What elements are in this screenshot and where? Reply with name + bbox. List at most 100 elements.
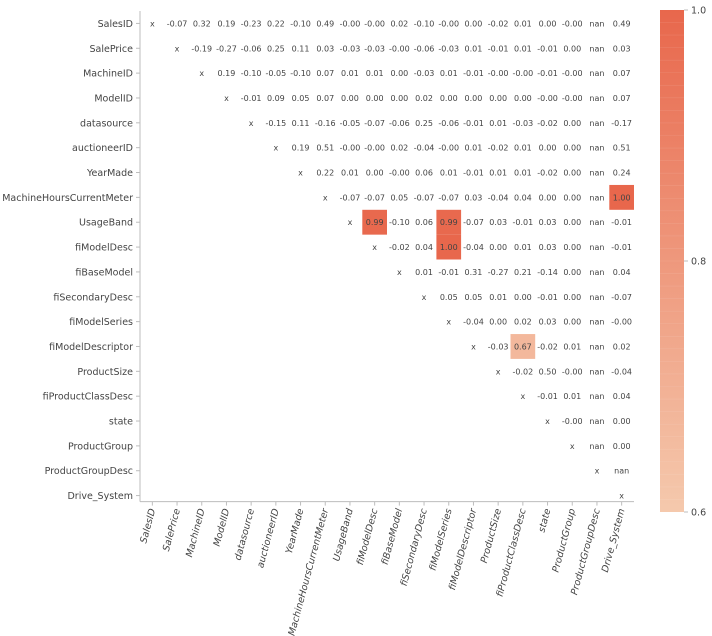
heatmap-cell-value: -0.02 [512, 367, 533, 376]
heatmap-cell [510, 334, 536, 359]
heatmap-cell-value: 0.01 [563, 342, 581, 351]
heatmap-cell-value: -0.01 [611, 243, 632, 252]
heatmap-cell-value: -0.07 [414, 193, 435, 202]
heatmap-cell-value: x [323, 193, 328, 202]
heatmap-cell-value: 0.00 [613, 442, 631, 451]
x-tick-label: MachineID [184, 508, 208, 559]
heatmap-cell-value: 0.04 [613, 268, 631, 277]
heatmap-cell-value: -0.01 [463, 69, 484, 78]
x-tick-label: fiModelSeries [427, 507, 454, 572]
heatmap-cell-value: -0.00 [389, 169, 410, 178]
heatmap-cell-value: 0.49 [316, 19, 334, 28]
heatmap-cell-value: 0.00 [390, 94, 408, 103]
heatmap-cell-value: 0.03 [465, 193, 483, 202]
heatmap-cell-value: -0.19 [191, 44, 212, 53]
heatmap-cells [362, 184, 634, 359]
y-tick-label: ProductGroupDesc [45, 466, 133, 477]
heatmap-cell-value: -0.00 [438, 19, 459, 28]
heatmap-cell-value: -0.00 [562, 94, 583, 103]
heatmap-cell-value: -0.00 [562, 367, 583, 376]
heatmap-cell-value: 0.99 [366, 218, 384, 227]
heatmap-cell-value: x [570, 442, 575, 451]
heatmap-cell-value: 0.00 [440, 94, 458, 103]
y-tick-label: fiProductClassDesc [43, 392, 133, 403]
heatmap-cell-value: -0.05 [265, 69, 286, 78]
heatmap-cell-value: 0.00 [563, 243, 581, 252]
heatmap-cell-value: nan [589, 342, 604, 351]
heatmap-cell-value: 0.01 [440, 169, 458, 178]
y-tick-label: MachineID [83, 69, 133, 80]
x-tick-label: ModelID [212, 508, 233, 548]
heatmap-cell-value: 0.00 [539, 193, 557, 202]
heatmap-cell-value: -0.01 [611, 218, 632, 227]
heatmap-cell-value: 0.00 [563, 144, 581, 153]
heatmap-cell-value: 0.00 [539, 19, 557, 28]
heatmap-cell-value: -0.04 [611, 367, 632, 376]
heatmap-cell-value: nan [589, 19, 604, 28]
heatmap-cell-value: -0.02 [537, 169, 558, 178]
heatmap-cell-value: -0.16 [315, 119, 336, 128]
heatmap-cell-value: -0.07 [611, 293, 632, 302]
y-tick-label: datasource [80, 118, 133, 129]
heatmap-cell-value: -0.00 [340, 144, 361, 153]
heatmap-cell-value: 0.00 [514, 94, 532, 103]
heatmap-cell-value: -0.01 [241, 94, 262, 103]
heatmap-cell-value: -0.03 [414, 69, 435, 78]
heatmap-cell-value: 0.00 [613, 417, 631, 426]
heatmap-cell-value: -0.01 [512, 218, 533, 227]
heatmap-cell-value: -0.00 [364, 19, 385, 28]
heatmap-cell-value: 0.22 [316, 169, 334, 178]
y-tick-label: UsageBand [79, 218, 133, 229]
heatmap-cell-value: 0.05 [440, 293, 458, 302]
y-tick-label: ProductGroup [68, 441, 133, 452]
heatmap-cell-value: x [348, 218, 353, 227]
heatmap-cell-value: 0.01 [489, 293, 507, 302]
y-tick-label: ProductSize [77, 367, 133, 378]
heatmap-cell [436, 234, 462, 260]
heatmap-cell-value: -0.27 [216, 44, 237, 53]
heatmap-cell-value: 0.25 [267, 44, 285, 53]
heatmap-cell-value: 0.00 [489, 94, 507, 103]
heatmap-cell-value: x [422, 293, 427, 302]
heatmap-cell-value: nan [589, 268, 604, 277]
heatmap-cell-value: -0.10 [241, 69, 262, 78]
heatmap-cell-value: nan [589, 218, 604, 227]
colorbar-tick-label: 0.8 [691, 257, 706, 268]
heatmap-cell-value: -0.02 [389, 243, 410, 252]
heatmap-cell-value: -0.10 [290, 69, 311, 78]
heatmap-cell-value: -0.07 [438, 193, 459, 202]
heatmap-cell-value: nan [589, 293, 604, 302]
heatmap-cell-value: -0.01 [537, 392, 558, 401]
heatmap-cell-value: -0.01 [438, 268, 459, 277]
y-tick-label: ModelID [94, 93, 133, 104]
y-tick-label: Drive_System [67, 491, 133, 502]
x-tick-label: datasource [233, 507, 257, 561]
heatmap-cell [436, 209, 462, 235]
heatmap-cell-value: nan [589, 318, 604, 327]
heatmap-cell-value: 0.00 [563, 193, 581, 202]
x-tick-label: YearMade [284, 507, 307, 555]
heatmap-cell-value: x [150, 19, 155, 28]
heatmap-cell-value: x [298, 169, 303, 178]
heatmap-cell-value: 0.05 [465, 293, 483, 302]
heatmap-cell-value: 0.49 [613, 19, 631, 28]
heatmap-cell-value: 0.19 [218, 69, 236, 78]
heatmap-cell-value: x [496, 367, 501, 376]
heatmap-cell-value: nan [589, 169, 604, 178]
heatmap-cell-value: 0.06 [415, 169, 433, 178]
heatmap-cell-value: x [545, 417, 550, 426]
heatmap-cell-value: -0.27 [488, 268, 509, 277]
heatmap-cell-value: 0.00 [563, 268, 581, 277]
heatmap-cell-value: 0.01 [465, 144, 483, 153]
colorbar-gradient [660, 10, 684, 512]
heatmap-cell-value: 0.01 [514, 243, 532, 252]
heatmap-cell-value: -0.03 [364, 44, 385, 53]
heatmap-cell-value: 0.25 [415, 119, 433, 128]
heatmap-cell-value: -0.01 [537, 44, 558, 53]
heatmap-cell-value: x [175, 44, 180, 53]
y-tick-label: fiSecondaryDesc [53, 292, 133, 303]
y-tick-label: fiModelSeries [69, 317, 133, 328]
heatmap-cell [609, 184, 634, 210]
x-tick-label: ProductSize [479, 507, 504, 564]
heatmap-cell-value: -0.07 [364, 193, 385, 202]
